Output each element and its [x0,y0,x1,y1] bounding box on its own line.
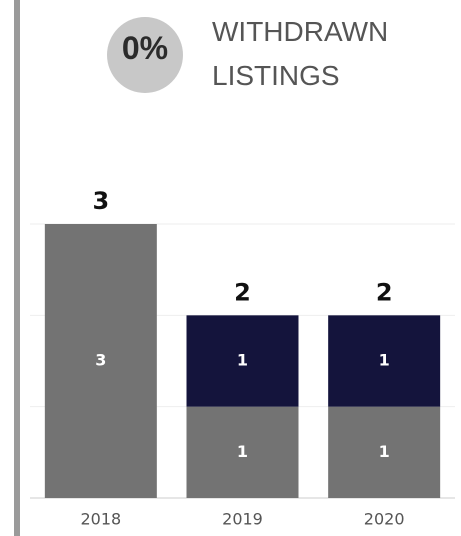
kpi-circle [107,17,183,93]
segment-label: 1 [237,351,248,370]
kpi-value: 0% [121,30,169,66]
segment-label: 1 [379,351,390,370]
bar-segment [44,224,157,498]
segment-label: 1 [237,442,248,461]
kpi-title: WITHDRAWN LISTINGS [212,16,389,91]
total-label: 2 [376,278,393,306]
segment-label: 1 [379,442,390,461]
bar-segment [186,406,299,498]
card-edge [14,0,20,536]
x-tick-label: 2018 [80,510,121,529]
total-label: 2 [234,278,251,306]
segment-label: 3 [95,351,106,370]
x-tick-label: 2019 [222,510,263,529]
bar-segment [186,315,299,407]
bar-segment [328,315,441,407]
bar-segment [328,406,441,498]
total-label: 3 [92,187,109,215]
x-tick-label: 2020 [364,510,405,529]
